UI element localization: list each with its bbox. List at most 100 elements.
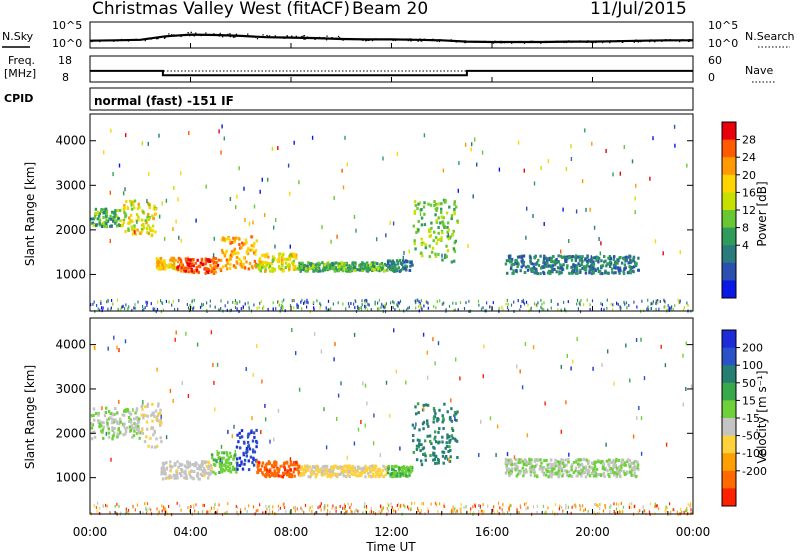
n-sky-line <box>89 33 693 44</box>
echo-cell <box>620 464 623 468</box>
echo-cell <box>510 263 513 267</box>
echo-cell <box>372 264 375 268</box>
echo-cell <box>542 270 545 274</box>
echo-cell <box>550 463 554 466</box>
echo-cell <box>632 255 636 259</box>
echo-cell <box>444 456 447 460</box>
echo-cell <box>578 264 581 268</box>
ground-noise-cell <box>583 509 585 513</box>
echo-cell <box>592 263 595 267</box>
speckle-cell <box>635 183 637 188</box>
ground-noise-cell <box>642 505 644 509</box>
echo-cell <box>406 475 409 478</box>
ground-noise-cell <box>612 303 614 307</box>
echo-cell <box>393 266 397 270</box>
echo-cell <box>189 265 192 269</box>
echo-cell <box>243 458 247 462</box>
speckle-cell <box>118 348 120 353</box>
ground-noise-cell <box>96 509 98 513</box>
ground-noise-cell <box>652 300 654 304</box>
speckle-cell <box>454 417 456 421</box>
ground-noise-cell <box>203 504 205 507</box>
echo-cell <box>612 471 615 474</box>
speckle-cell <box>437 341 440 346</box>
echo-cell <box>100 424 103 428</box>
speckle-cell <box>227 429 229 434</box>
n-search-point <box>494 40 496 42</box>
n-search-point <box>609 40 611 42</box>
ground-noise-cell <box>414 299 416 303</box>
speckle-cell <box>156 367 158 372</box>
ground-noise-cell <box>155 310 157 314</box>
n-search-point <box>513 41 515 43</box>
echo-cell <box>567 474 571 478</box>
ground-noise-cell <box>567 300 569 304</box>
echo-cell <box>456 219 459 223</box>
ground-noise-cell <box>329 308 331 312</box>
nave-tick-bottom: 0 <box>708 71 715 84</box>
echo-cell <box>209 463 213 467</box>
speckle-cell <box>298 180 300 185</box>
echo-cell <box>505 461 508 465</box>
speckle-cell <box>238 166 240 171</box>
echo-cell <box>411 263 414 267</box>
speckle-cell <box>660 344 662 349</box>
n-search-point <box>190 31 192 33</box>
ground-noise-cell <box>107 307 109 311</box>
ground-noise-cell <box>122 304 124 308</box>
ground-noise-cell <box>102 504 104 508</box>
echo-cell <box>245 454 248 458</box>
echo-cell <box>299 473 302 477</box>
echo-cell <box>630 461 633 465</box>
echo-cell <box>124 427 127 430</box>
echo-cell <box>91 221 95 225</box>
n-search-point <box>152 37 154 39</box>
ground-noise-cell <box>654 505 656 508</box>
echo-cell <box>541 470 544 474</box>
ground-noise-cell <box>131 308 133 312</box>
echo-cell <box>571 265 575 268</box>
ground-noise-cell <box>364 304 366 308</box>
echo-cell <box>386 471 390 475</box>
n-search-point <box>350 38 352 40</box>
echo-cell <box>416 402 420 406</box>
echo-cell <box>453 249 457 253</box>
echo-cell <box>442 450 446 454</box>
echo-cell <box>135 407 139 411</box>
ground-noise-cell <box>579 300 581 304</box>
ground-noise-cell <box>220 307 222 310</box>
echo-cell <box>228 266 232 270</box>
echo-cell <box>432 458 435 462</box>
x-tick-label: 08:00 <box>274 525 309 539</box>
echo-cell <box>224 264 228 268</box>
ground-noise-cell <box>165 510 168 514</box>
echo-cell <box>122 433 125 437</box>
ground-noise-cell <box>452 505 454 509</box>
echo-cell <box>157 402 160 406</box>
echo-cell <box>547 469 550 473</box>
ground-noise-cell <box>519 504 521 508</box>
ground-noise-cell <box>227 502 229 506</box>
speckle-cell <box>560 364 562 369</box>
echo-cell <box>185 477 189 480</box>
echo-cell <box>422 205 426 209</box>
echo-cell <box>616 469 619 473</box>
ground-noise-cell <box>597 504 599 508</box>
echo-cell <box>424 458 427 462</box>
echo-cell <box>176 472 179 476</box>
n-sky-label: N.Sky <box>2 30 34 43</box>
echo-cell <box>371 474 375 478</box>
echo-cell <box>420 216 424 220</box>
ground-noise-cell <box>116 298 119 302</box>
echo-cell <box>313 466 316 469</box>
echo-cell <box>191 463 194 467</box>
echo-cell <box>311 465 315 468</box>
echo-cell <box>190 470 193 473</box>
echo-cell <box>628 254 631 258</box>
echo-cell <box>147 224 150 228</box>
echo-cell <box>428 234 431 238</box>
ground-noise-cell <box>663 298 665 302</box>
ground-noise-cell <box>612 308 614 312</box>
echo-cell <box>585 458 588 462</box>
speckle-cell <box>169 388 172 393</box>
